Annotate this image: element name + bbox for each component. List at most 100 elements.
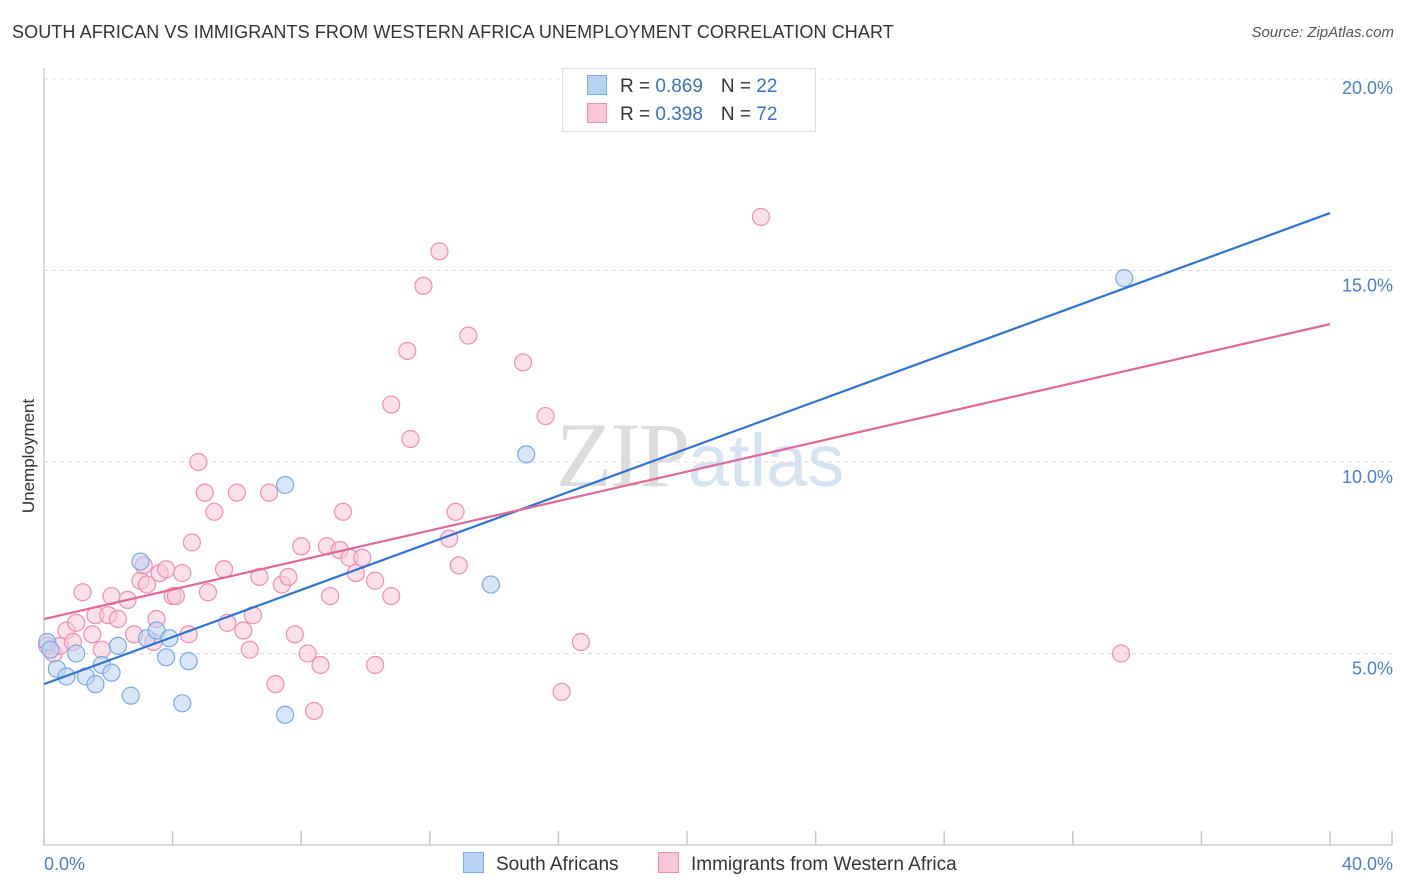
- legend-r-value: 0.869: [655, 76, 703, 97]
- data-point: [137, 575, 156, 594]
- bottom-legend-swatch-south-africans: [463, 852, 484, 873]
- data-point: [266, 675, 285, 694]
- data-point: [279, 567, 298, 587]
- data-point: [41, 640, 60, 659]
- data-point: [86, 675, 105, 694]
- data-point: [102, 663, 121, 682]
- data-point: [227, 483, 246, 502]
- legend-row-south-africans: R = 0.869 N = 22: [587, 75, 777, 101]
- legend-r-value: 0.398: [655, 104, 703, 125]
- data-point: [751, 207, 771, 226]
- data-point: [517, 445, 536, 464]
- data-point: [83, 625, 102, 644]
- data-point: [481, 575, 500, 594]
- data-point: [382, 395, 401, 414]
- data-point: [311, 655, 330, 675]
- trend-line-south-africans: [43, 212, 1331, 686]
- data-point: [131, 552, 150, 571]
- data-point: [366, 571, 385, 590]
- data-point: [276, 475, 295, 495]
- data-point: [382, 586, 401, 606]
- data-point: [285, 625, 304, 644]
- data-point: [108, 609, 128, 629]
- data-point: [414, 276, 433, 295]
- data-point: [157, 648, 176, 667]
- data-point: [446, 502, 465, 521]
- y-tick-label: 5.0%: [1352, 659, 1393, 679]
- legend-n-value: 22: [756, 76, 778, 97]
- data-point: [108, 636, 128, 655]
- data-point: [250, 567, 269, 587]
- data-point: [198, 583, 218, 602]
- data-point: [166, 586, 185, 606]
- data-point: [304, 701, 324, 721]
- data-point: [195, 483, 214, 502]
- data-point: [67, 644, 86, 663]
- data-point: [173, 563, 192, 583]
- data-point: [536, 406, 555, 426]
- data-point: [430, 242, 449, 261]
- data-point: [298, 644, 317, 663]
- data-point: [321, 586, 340, 606]
- series-south-africans: [38, 269, 1134, 724]
- data-point: [401, 429, 420, 449]
- y-tick-label: 15.0%: [1342, 276, 1393, 296]
- y-tick-label: 10.0%: [1342, 467, 1393, 487]
- data-point: [366, 655, 385, 675]
- data-point: [67, 613, 86, 632]
- labels-layer: 5.0% 10.0% 15.0% 20.0% 0.0% 40.0% Unemployment: [19, 78, 1393, 874]
- watermark-atlas: atlas: [688, 419, 845, 502]
- data-point: [513, 353, 533, 372]
- x-tick-label: 40.0%: [1342, 854, 1393, 874]
- series-layer: [38, 207, 1134, 724]
- data-point: [1115, 269, 1134, 288]
- series-western-africa: [38, 207, 1131, 721]
- data-point: [157, 560, 176, 579]
- legend-r-label: R =: [620, 104, 656, 125]
- data-point: [292, 537, 311, 556]
- data-point: [459, 326, 478, 345]
- data-point: [179, 652, 198, 671]
- data-point: [121, 686, 140, 705]
- data-point: [189, 452, 208, 472]
- data-point: [353, 548, 372, 567]
- chart-title: SOUTH AFRICAN VS IMMIGRANTS FROM WESTERN…: [12, 22, 894, 42]
- bottom-legend-label: Immigrants from Western Africa: [691, 854, 957, 875]
- correlation-legend: R = 0.869 N = 22 R = 0.398 N = 72: [562, 68, 816, 132]
- trend-line-western-africa: [43, 323, 1331, 621]
- bottom-legend-western-africa: Immigrants from Western Africa: [658, 852, 957, 876]
- data-point: [571, 632, 591, 652]
- data-point: [276, 705, 295, 724]
- data-point: [214, 560, 234, 579]
- legend-n-label: N =: [720, 76, 757, 97]
- data-point: [173, 694, 192, 713]
- y-axis-label: Unemployment: [19, 399, 38, 514]
- source-label: Source: ZipAtlas.com: [1251, 24, 1394, 41]
- data-point: [1111, 644, 1131, 663]
- data-point: [73, 583, 92, 602]
- data-point: [552, 682, 571, 701]
- data-point: [333, 502, 353, 521]
- x-tick-label: 0.0%: [44, 854, 85, 874]
- data-point: [205, 502, 224, 521]
- data-point: [259, 483, 279, 502]
- legend-row-western-africa: R = 0.398 N = 72: [587, 103, 777, 129]
- legend-n-value: 72: [756, 104, 778, 125]
- legend-swatch-western-africa: [587, 103, 607, 123]
- y-tick-label: 20.0%: [1342, 78, 1393, 98]
- bottom-legend-south-africans: South Africans: [463, 852, 619, 876]
- legend-r-label: R =: [620, 76, 656, 97]
- bottom-legend-label: South Africans: [496, 854, 619, 875]
- data-point: [398, 341, 417, 361]
- data-point: [182, 533, 201, 552]
- axes: [43, 68, 1393, 846]
- data-point: [240, 640, 259, 659]
- data-point: [92, 640, 111, 659]
- legend-swatch-south-africans: [587, 75, 607, 95]
- bottom-legend-swatch-western-africa: [658, 852, 679, 873]
- data-point: [234, 621, 253, 640]
- trend-layer: [43, 212, 1331, 686]
- data-point: [449, 556, 468, 575]
- gridlines: [44, 78, 1392, 654]
